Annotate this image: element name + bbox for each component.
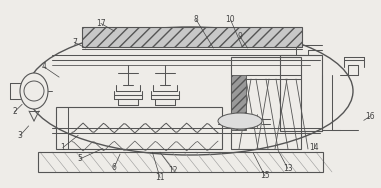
Text: 14: 14 bbox=[309, 143, 319, 152]
Bar bbox=[56, 107, 222, 149]
Text: 17: 17 bbox=[96, 19, 106, 28]
Text: 9: 9 bbox=[238, 32, 242, 41]
Bar bbox=[231, 75, 246, 130]
Bar bbox=[231, 57, 301, 149]
Ellipse shape bbox=[27, 27, 353, 155]
Text: 11: 11 bbox=[155, 173, 165, 182]
Text: 6: 6 bbox=[112, 163, 117, 172]
Bar bbox=[38, 152, 323, 172]
Text: 3: 3 bbox=[18, 131, 22, 140]
Text: 1: 1 bbox=[61, 143, 65, 152]
Ellipse shape bbox=[24, 81, 44, 101]
Ellipse shape bbox=[20, 73, 48, 109]
Text: 12: 12 bbox=[169, 166, 178, 175]
Text: 16: 16 bbox=[365, 112, 375, 121]
Text: 5: 5 bbox=[78, 154, 82, 163]
Text: 7: 7 bbox=[72, 38, 77, 47]
Text: 2: 2 bbox=[12, 107, 17, 116]
Ellipse shape bbox=[218, 113, 262, 129]
Text: 4: 4 bbox=[42, 62, 46, 71]
Text: 13: 13 bbox=[283, 164, 293, 173]
Bar bbox=[82, 27, 302, 47]
Text: 10: 10 bbox=[226, 15, 235, 24]
Bar bbox=[280, 55, 322, 131]
Text: 8: 8 bbox=[194, 15, 199, 24]
Text: 15: 15 bbox=[260, 171, 270, 180]
